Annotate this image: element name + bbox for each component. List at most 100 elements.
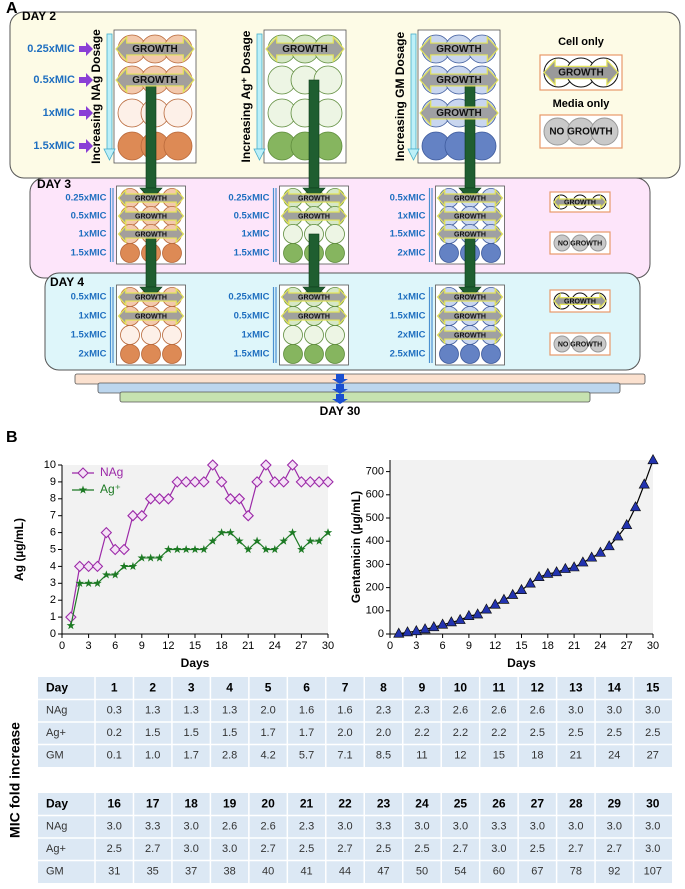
dose-label: 1xMIC: [43, 107, 75, 119]
table-cell: 18: [531, 750, 543, 762]
growth-label: GROWTH: [135, 294, 167, 301]
growth-arrow: [280, 188, 348, 208]
marker: [146, 553, 155, 562]
table-header: 8: [380, 680, 387, 694]
dose-label: 1.5xMIC: [71, 330, 107, 341]
marker: [550, 566, 563, 577]
x-tick-label: 0: [59, 640, 65, 652]
marker: [507, 588, 519, 599]
y-tick-label: 2: [50, 594, 56, 606]
marker: [286, 459, 299, 471]
marker: [243, 545, 253, 554]
table-header: 12: [531, 680, 545, 694]
table-cell: GM: [46, 750, 64, 762]
marker: [206, 459, 219, 471]
control-well: [571, 234, 589, 252]
x-tick-label: 30: [647, 640, 659, 652]
dose-label: 2.5xMIC: [390, 349, 426, 360]
dosage-arrow: [256, 33, 263, 150]
marker: [127, 509, 139, 522]
growth-label: GROWTH: [454, 294, 486, 301]
growth-arrow: [280, 306, 348, 326]
transfer-arrow: [464, 79, 476, 189]
table-cell: 15: [493, 750, 505, 762]
y-tick-label: 1: [50, 611, 56, 623]
table-cell: 2.7: [568, 843, 583, 855]
table-header: 13: [569, 680, 583, 694]
well: [325, 344, 345, 364]
marker: [189, 476, 201, 488]
marker: [226, 528, 235, 537]
table-cell: 1.3: [184, 705, 199, 717]
timeline-arrow: [332, 394, 348, 404]
table-cell: 60: [493, 866, 505, 878]
marker: [559, 562, 571, 573]
growth-label: GROWTH: [298, 213, 330, 220]
table-cell: 3.3: [376, 821, 391, 833]
table-cell: 1.3: [145, 705, 160, 717]
marker: [297, 545, 306, 554]
control-label: GROWTH: [564, 298, 596, 305]
marker: [180, 476, 192, 488]
control-label: NO GROWTH: [558, 240, 602, 247]
growth-arrow: [419, 35, 499, 63]
table-header: 18: [184, 796, 198, 810]
table-cell: 0.1: [107, 750, 122, 762]
dose-label: 1xMIC: [242, 229, 270, 240]
marker: [586, 551, 598, 562]
table-cell: 11: [416, 750, 427, 762]
well: [163, 131, 193, 161]
control-title: Media only: [553, 98, 611, 110]
growth-arrow: [117, 306, 185, 326]
y-tick-label: 300: [366, 558, 384, 570]
table-cell: 78: [570, 866, 582, 878]
transfer-arrow: [308, 233, 320, 288]
growth-arrow: [117, 206, 185, 226]
marker: [463, 609, 475, 620]
x-tick-label: 12: [162, 640, 174, 652]
marker: [100, 526, 113, 539]
x-tick-label: 27: [621, 640, 633, 652]
control-well: [553, 335, 571, 353]
table-cell: 0.3: [107, 705, 122, 717]
table-header: 22: [338, 796, 352, 810]
x-tick-label: 0: [387, 640, 393, 652]
marker: [136, 509, 148, 522]
table-cell: 1.7: [299, 727, 314, 739]
table-header: 3: [188, 680, 195, 694]
marker: [162, 493, 175, 505]
dose-label: 2xMIC: [398, 330, 426, 341]
table-cell: 1.7: [260, 727, 275, 739]
marker: [594, 546, 606, 557]
growth-arrow: [436, 224, 504, 244]
transfer-arrow: [145, 233, 157, 288]
growth-label: GROWTH: [135, 213, 167, 220]
control-label: NO GROWTH: [558, 341, 602, 348]
marker: [577, 556, 589, 567]
x-tick-label: 3: [413, 640, 419, 652]
table-header: 20: [261, 796, 275, 810]
table-side-label: MIC fold increase: [7, 722, 23, 838]
control-title: Cell only: [558, 36, 605, 48]
table-header: 7: [342, 680, 349, 694]
table-header: 11: [493, 680, 506, 694]
table-cell: 3.0: [530, 821, 545, 833]
y-tick-label: 600: [366, 489, 384, 501]
well: [439, 344, 459, 364]
control-well: [589, 234, 607, 252]
marker: [437, 618, 449, 629]
table-cell: 3.0: [568, 705, 583, 717]
table-cell: GM: [46, 866, 64, 878]
table-cell: 3.0: [184, 821, 199, 833]
table-header: 10: [454, 680, 468, 694]
table-cell: 3.0: [184, 843, 199, 855]
panel-label: B: [6, 429, 18, 446]
dosage-title: Increasing Ag⁺ Dosage: [239, 30, 253, 162]
table-cell: 3.0: [568, 821, 583, 833]
table-cell: 12: [454, 750, 466, 762]
table-header: 25: [454, 796, 468, 810]
well: [120, 243, 140, 263]
table-cell: 2.5: [414, 843, 429, 855]
table-cell: 3.0: [491, 843, 506, 855]
